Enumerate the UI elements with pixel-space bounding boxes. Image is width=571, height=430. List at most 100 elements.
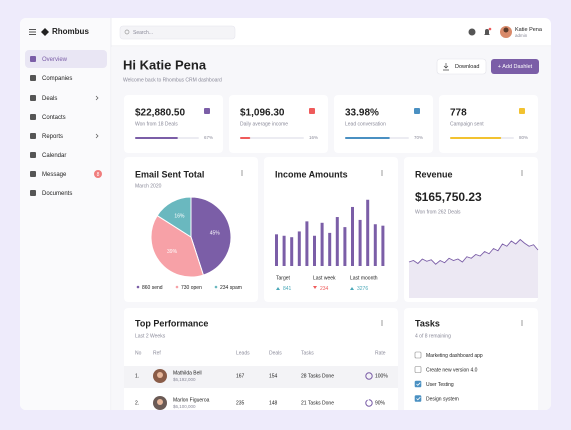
deals: 148	[269, 400, 278, 406]
person-name: Marlon Figueroa	[173, 397, 210, 403]
menu-item[interactable]	[25, 108, 107, 126]
task-label: Create new version 4.0	[426, 367, 478, 373]
brand-logo	[41, 28, 49, 36]
tasks-done: 28 Tasks Done	[301, 373, 334, 379]
avatar-hair	[503, 27, 509, 33]
notification-icon[interactable]	[484, 29, 490, 35]
income-card	[264, 157, 398, 302]
user-role: admin	[515, 33, 528, 38]
menu-label: Message	[42, 172, 67, 178]
badge-count: 8	[97, 172, 100, 178]
legend-dot	[214, 285, 218, 289]
card-title: Tasks	[415, 318, 440, 328]
card-title: Email Sent Total	[135, 169, 204, 179]
column-header: No	[135, 350, 142, 356]
kpi-label: Won from 18 Deals	[135, 121, 178, 127]
kpi-label: Daily average income	[240, 121, 288, 127]
card-subtitle: Won from 262 Deals	[415, 209, 461, 215]
download-label: Download	[455, 64, 479, 70]
chevron	[95, 133, 99, 139]
menu-icon	[30, 114, 36, 120]
more-dot	[381, 170, 383, 172]
kpi-value: $1,096.30	[240, 108, 285, 119]
search-icon	[124, 29, 130, 35]
progress-bar	[135, 137, 178, 139]
more-dot	[241, 174, 243, 176]
task-label: User Testing	[426, 382, 454, 388]
bar	[275, 234, 278, 266]
card-title: Revenue	[415, 169, 453, 179]
chevron	[95, 95, 99, 101]
add-dashlet-button[interactable]	[491, 59, 539, 74]
pie-slice	[156, 196, 192, 238]
bar	[320, 222, 324, 266]
row-number: 2.	[135, 400, 139, 406]
column-header: Leads	[236, 350, 250, 356]
stat-value: 841	[283, 286, 292, 292]
rate-label: 100%	[375, 373, 388, 379]
kpi-label: Lead conversation	[345, 121, 386, 127]
kpi-label: Campaign sent	[450, 121, 484, 127]
bar	[313, 235, 316, 266]
column-header: Rate	[375, 350, 386, 356]
download-button[interactable]	[436, 58, 487, 75]
task-checkbox[interactable]	[414, 380, 422, 388]
progress-label: 67%	[204, 135, 213, 140]
progress-label: 16%	[309, 135, 318, 140]
progress-track	[240, 137, 304, 139]
revenue-line	[408, 238, 539, 265]
more-dot	[381, 322, 383, 324]
person-name: Mathilda Bell	[173, 370, 202, 376]
menu-icon	[30, 133, 36, 139]
legend-dot	[136, 285, 140, 289]
card-subtitle: 4 of 8 remaining	[415, 333, 451, 339]
progress-bar	[345, 137, 390, 139]
rate-ring	[365, 399, 373, 407]
card-title: Income Amounts	[275, 169, 348, 179]
menu-label: Overview	[42, 57, 68, 63]
bar	[366, 199, 370, 266]
more-dot	[521, 324, 523, 326]
menu-toggle[interactable]	[29, 29, 36, 35]
menu-icon	[30, 75, 36, 81]
bar	[290, 237, 294, 266]
more-dot	[521, 174, 523, 176]
more-dot	[381, 172, 383, 174]
more-dot	[241, 170, 243, 172]
menu-item[interactable]	[25, 89, 107, 107]
sidebar	[20, 18, 111, 410]
menu-icon	[30, 152, 36, 158]
task-checkbox[interactable]	[414, 395, 422, 402]
deals: 154	[269, 373, 278, 379]
menu-label: Companies	[42, 76, 72, 82]
kpi-icon	[519, 108, 525, 114]
stat-label: Target	[276, 275, 291, 281]
more-dot	[521, 322, 523, 324]
help-icon[interactable]	[468, 28, 476, 36]
trend-arrow	[313, 286, 317, 289]
performance-card	[124, 308, 398, 410]
search-box[interactable]	[119, 25, 236, 40]
menu-label: Reports	[42, 134, 63, 140]
bar	[343, 227, 347, 266]
card-title: Top Performance	[135, 318, 208, 328]
more-dot	[381, 320, 383, 322]
slice-label: 39%	[167, 249, 178, 255]
stat-value: 3276	[357, 286, 368, 292]
bar	[373, 224, 377, 266]
menu-label: Documents	[42, 191, 72, 197]
bar	[358, 219, 362, 266]
task-label: Design system	[426, 396, 459, 402]
bar	[328, 232, 332, 266]
stat-label: Last week	[313, 275, 336, 281]
slice-label: 45%	[210, 231, 221, 237]
trend-arrow	[350, 287, 354, 290]
slice-label: 16%	[174, 213, 185, 219]
kpi-icon	[204, 108, 210, 114]
task-checkbox[interactable]	[414, 366, 422, 373]
menu-icon	[30, 95, 36, 101]
pie-slice	[190, 196, 232, 276]
menu-item[interactable]	[25, 127, 107, 145]
task-checkbox[interactable]	[414, 351, 422, 359]
